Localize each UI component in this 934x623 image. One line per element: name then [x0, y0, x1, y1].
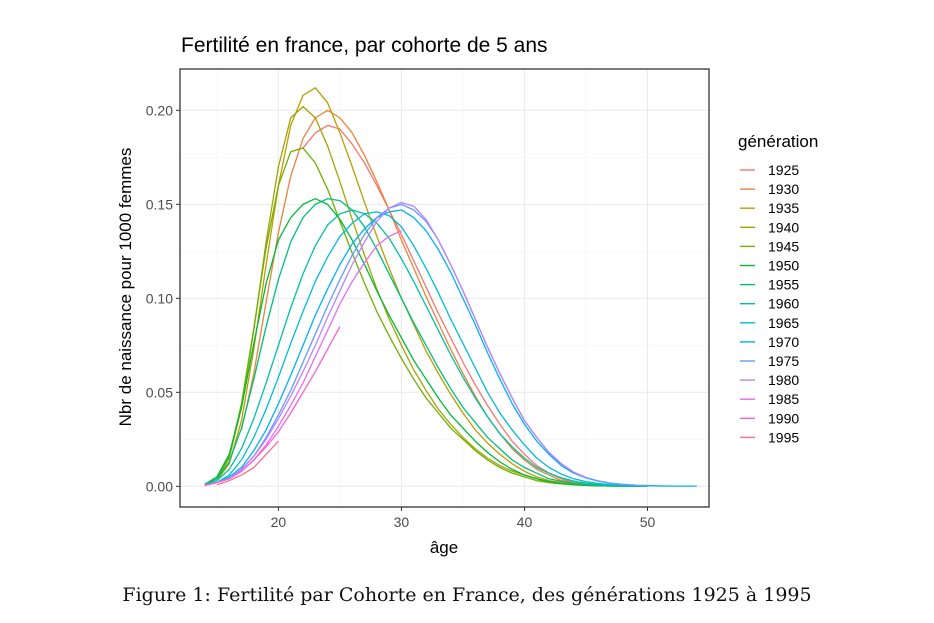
series-line-1990 — [204, 326, 341, 487]
caption-text: Fertilité par Cohorte en France, des gén… — [216, 584, 812, 606]
y-tick-label: 0.20 — [146, 102, 173, 118]
legend-label-1975: 1975 — [768, 353, 799, 369]
series-line-1950 — [204, 198, 648, 487]
legend-label-1950: 1950 — [768, 258, 799, 274]
legend-label-1940: 1940 — [768, 219, 799, 235]
legend-label-1930: 1930 — [768, 181, 799, 197]
x-tick-label: 50 — [640, 514, 656, 530]
y-tick-label: 0.15 — [146, 196, 173, 212]
series-line-1980 — [204, 201, 587, 487]
legend-label-1960: 1960 — [768, 296, 799, 312]
legend-label-1970: 1970 — [768, 334, 799, 350]
y-axis-label: Nbr de naissance pour 1000 femmes — [116, 148, 135, 427]
x-tick-label: 30 — [394, 514, 410, 530]
legend: 1925 1930 1935 1940 1945 1950 1955 1960 1965 1970… — [740, 162, 799, 445]
legend-label-1980: 1980 — [768, 372, 799, 388]
legend-label-1990: 1990 — [768, 410, 799, 426]
fertility-line-chart: Fertilité en france, par cohorte de 5 an… — [116, 34, 818, 557]
legend-label-1945: 1945 — [768, 238, 799, 254]
legend-label-1935: 1935 — [768, 200, 799, 216]
series-line-1965 — [204, 211, 648, 487]
series-line-1955 — [204, 198, 648, 487]
y-tick-label: 0.00 — [146, 478, 173, 494]
figure-caption: Figure 1: Fertilité par Cohorte en Franc… — [0, 584, 934, 606]
caption-label: Figure 1: — [122, 584, 211, 606]
legend-label-1955: 1955 — [768, 277, 799, 293]
y-tick-label: 0.10 — [146, 290, 173, 306]
x-axis-label: âge — [430, 538, 458, 557]
x-tick-label: 20 — [271, 514, 287, 530]
legend-label-1925: 1925 — [768, 162, 799, 178]
panel-border — [179, 68, 710, 508]
legend-label-1985: 1985 — [768, 391, 799, 407]
y-tick-label: 0.05 — [146, 384, 173, 400]
legend-label-1965: 1965 — [768, 315, 799, 331]
plot-area: 20 30 40 50 0.00 0.05 0.10 0.15 0.20 — [146, 68, 710, 530]
series-line-1995 — [216, 440, 279, 486]
series-line-1960 — [204, 209, 648, 487]
x-tick-label: 40 — [517, 514, 533, 530]
legend-label-1995: 1995 — [768, 429, 799, 445]
legend-title: génération — [738, 132, 818, 151]
chart-title: Fertilité en france, par cohorte de 5 an… — [181, 34, 548, 57]
